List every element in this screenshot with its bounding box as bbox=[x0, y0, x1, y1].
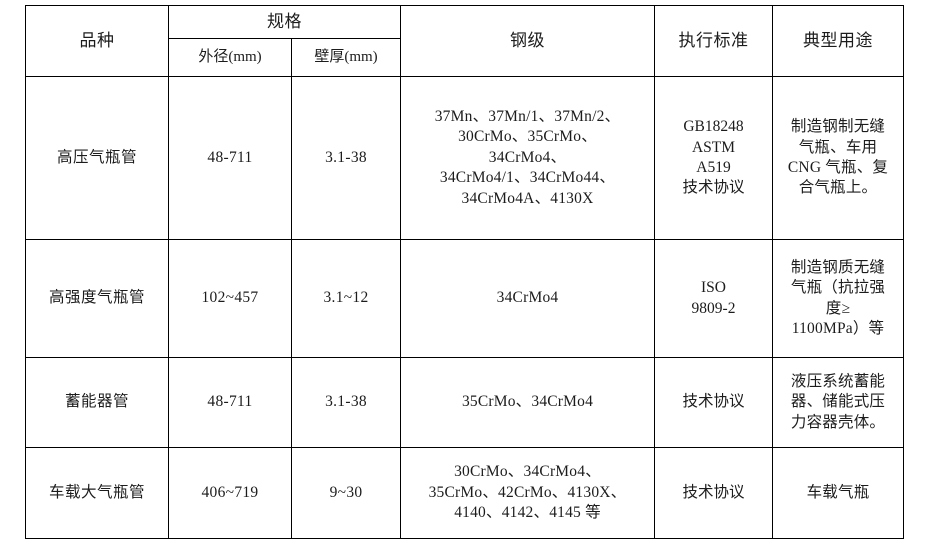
column-header-standard: 执行标准 bbox=[654, 5, 773, 77]
column-header-typical-use: 典型用途 bbox=[772, 5, 904, 77]
column-header-outer-diameter: 外径(mm) bbox=[168, 38, 292, 77]
table-body: 高压气瓶管 48-711 3.1-38 37Mn、37Mn/1、37Mn/2、 … bbox=[25, 76, 904, 539]
cell-steel-grade: 30CrMo、34CrMo4、 35CrMo、42CrMo、4130X、 414… bbox=[400, 447, 655, 539]
cell-outer-diameter: 48-711 bbox=[168, 357, 292, 448]
column-header-spec-group: 规格 bbox=[168, 5, 401, 39]
cell-variety: 高压气瓶管 bbox=[25, 76, 169, 240]
cell-wall-thickness: 3.1-38 bbox=[291, 357, 401, 448]
cell-typical-use: 制造钢制无缝 气瓶、车用 CNG 气瓶、复 合气瓶上。 bbox=[772, 76, 904, 240]
cell-steel-grade: 37Mn、37Mn/1、37Mn/2、 30CrMo、35CrMo、 34CrM… bbox=[400, 76, 655, 240]
document-page: 品种 规格 钢级 执行标准 典型用途 外径(mm) 壁厚(mm) 高压气瓶管 4… bbox=[25, 5, 904, 539]
table-row: 蓄能器管 48-711 3.1-38 35CrMo、34CrMo4 技术协议 液… bbox=[25, 357, 904, 448]
cell-outer-diameter: 406~719 bbox=[168, 447, 292, 539]
cell-typical-use: 液压系统蓄能 器、储能式压 力容器壳体。 bbox=[772, 357, 904, 448]
cell-steel-grade: 35CrMo、34CrMo4 bbox=[400, 357, 655, 448]
table-row: 车载大气瓶管 406~719 9~30 30CrMo、34CrMo4、 35Cr… bbox=[25, 447, 904, 539]
cell-standard: ISO 9809-2 bbox=[654, 239, 773, 358]
column-header-wall-thickness: 壁厚(mm) bbox=[291, 38, 401, 77]
cell-standard: 技术协议 bbox=[654, 357, 773, 448]
cell-typical-use: 车载气瓶 bbox=[772, 447, 904, 539]
cell-standard: 技术协议 bbox=[654, 447, 773, 539]
table-header: 品种 规格 钢级 执行标准 典型用途 外径(mm) 壁厚(mm) bbox=[25, 5, 904, 77]
cell-wall-thickness: 3.1-38 bbox=[291, 76, 401, 240]
steel-pipe-specification-table: 品种 规格 钢级 执行标准 典型用途 外径(mm) 壁厚(mm) 高压气瓶管 4… bbox=[25, 5, 904, 539]
header-row-top: 品种 规格 钢级 执行标准 典型用途 bbox=[25, 5, 904, 77]
column-header-steel-grade: 钢级 bbox=[400, 5, 655, 77]
cell-variety: 高强度气瓶管 bbox=[25, 239, 169, 358]
cell-steel-grade: 34CrMo4 bbox=[400, 239, 655, 358]
cell-outer-diameter: 48-711 bbox=[168, 76, 292, 240]
table-row: 高强度气瓶管 102~457 3.1~12 34CrMo4 ISO 9809-2… bbox=[25, 239, 904, 358]
header-row-sub: 外径(mm) 壁厚(mm) bbox=[26, 38, 904, 77]
table-row: 高压气瓶管 48-711 3.1-38 37Mn、37Mn/1、37Mn/2、 … bbox=[25, 76, 904, 240]
cell-standard: GB18248 ASTM A519 技术协议 bbox=[654, 76, 773, 240]
column-header-variety: 品种 bbox=[25, 5, 169, 77]
cell-typical-use: 制造钢质无缝 气瓶（抗拉强 度≥ 1100MPa）等 bbox=[772, 239, 904, 358]
cell-wall-thickness: 3.1~12 bbox=[291, 239, 401, 358]
cell-variety: 蓄能器管 bbox=[25, 357, 169, 448]
cell-outer-diameter: 102~457 bbox=[168, 239, 292, 358]
